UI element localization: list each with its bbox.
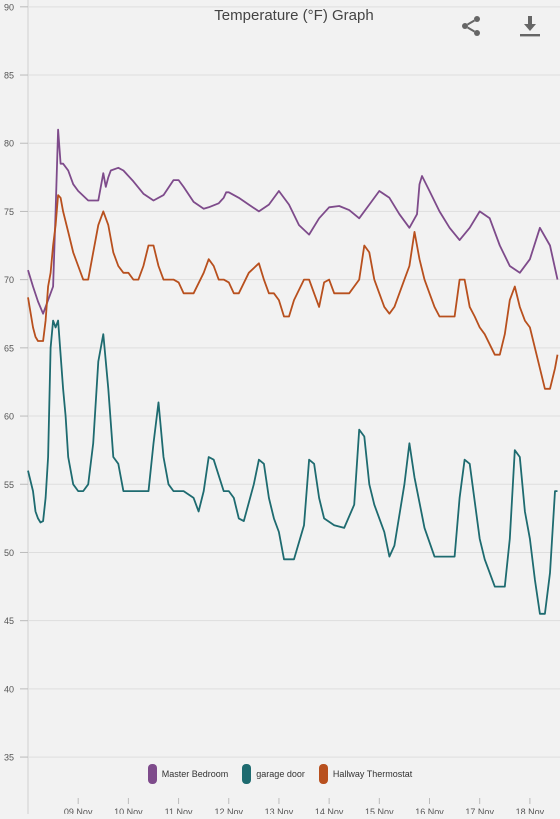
series-line-1: [27, 319, 558, 615]
legend-swatch: [242, 764, 252, 784]
y-tick-label: 50: [4, 548, 14, 558]
y-tick-label: 55: [4, 480, 14, 490]
y-tick-label: 45: [4, 616, 14, 626]
y-tick-label: 85: [4, 71, 14, 81]
y-tick-label: 80: [4, 139, 14, 149]
x-tick-label: 12 Nov: [214, 807, 243, 814]
share-icon: [462, 16, 480, 36]
legend: Master Bedroom garage door Hallway Thermos…: [0, 764, 560, 784]
legend-label: Hallway Thermostat: [332, 769, 413, 779]
x-tick-label: 10 Nov: [114, 807, 143, 814]
x-tick-label: 09 Nov: [64, 807, 93, 814]
y-tick-label: 70: [4, 275, 14, 285]
y-tick-label: 65: [4, 343, 14, 353]
legend-label: Master Bedroom: [161, 769, 229, 779]
download-button[interactable]: [516, 12, 544, 40]
series-line-0: [27, 128, 559, 315]
series-line-2: [27, 194, 559, 390]
legend-label: garage door: [256, 769, 305, 779]
legend-swatch: [147, 764, 157, 784]
y-tick-label: 60: [4, 412, 14, 422]
x-tick-label: 18 Nov: [516, 807, 545, 814]
x-tick-label: 11 Nov: [165, 807, 193, 814]
legend-item[interactable]: Master Bedroom: [147, 764, 229, 784]
y-tick-label: 90: [4, 2, 14, 12]
chart-title: Temperature (°F) Graph: [214, 7, 374, 24]
x-tick-label: 16 Nov: [415, 807, 444, 814]
share-button[interactable]: [457, 12, 485, 40]
legend-swatch: [318, 764, 328, 784]
x-tick-label: 15 Nov: [365, 807, 394, 814]
x-tick-label: 17 Nov: [465, 807, 494, 814]
legend-item[interactable]: garage door: [242, 764, 305, 784]
x-tick-label: 14 Nov: [315, 807, 344, 814]
x-tick-label: 13 Nov: [265, 807, 294, 814]
y-tick-label: 35: [4, 753, 14, 763]
legend-item[interactable]: Hallway Thermostat: [318, 764, 413, 784]
download-icon: [520, 16, 540, 37]
y-tick-label: 75: [4, 207, 14, 217]
y-tick-label: 40: [4, 684, 14, 694]
